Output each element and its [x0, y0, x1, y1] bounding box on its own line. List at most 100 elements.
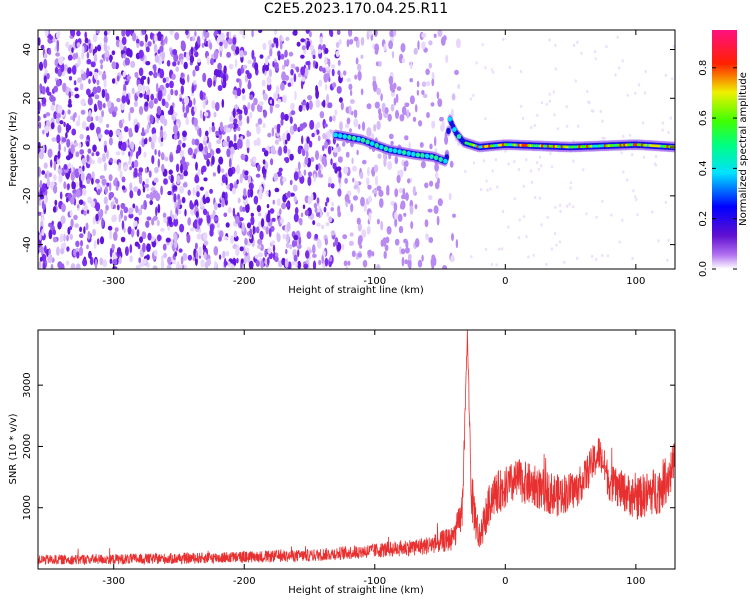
y-tick-label: 0 — [22, 144, 33, 150]
noise-cell — [303, 169, 307, 176]
noise-cell — [371, 251, 375, 257]
noise-cell — [60, 215, 66, 225]
noise-cell — [576, 124, 580, 128]
noise-cell — [72, 113, 76, 122]
noise-cell — [345, 265, 349, 269]
noise-cell — [228, 63, 234, 70]
noise-cell — [253, 195, 259, 205]
noise-cell — [196, 58, 202, 63]
noise-cell — [290, 63, 296, 69]
noise-cell — [367, 195, 372, 203]
noise-cell — [436, 215, 440, 226]
noise-cell — [192, 69, 196, 77]
noise-cell — [256, 125, 261, 135]
noise-cell — [436, 91, 440, 100]
signal-blob — [392, 148, 398, 154]
noise-cell — [108, 192, 112, 201]
noise-cell — [137, 208, 143, 216]
noise-cell — [502, 37, 505, 42]
noise-cell — [129, 244, 133, 254]
noise-cell — [235, 246, 240, 256]
noise-cell — [121, 30, 126, 37]
noise-cell — [77, 114, 81, 122]
noise-cell — [43, 194, 47, 205]
noise-cell — [233, 118, 238, 124]
noise-cell — [275, 85, 280, 95]
noise-cell — [517, 167, 521, 172]
noise-cell — [664, 200, 667, 204]
noise-cell — [246, 247, 250, 254]
x-tick-label: -200 — [233, 276, 256, 287]
noise-cell — [118, 213, 121, 223]
noise-cell — [44, 245, 47, 254]
noise-cell — [83, 226, 86, 235]
noise-cell — [568, 202, 571, 206]
noise-cell — [145, 85, 150, 91]
noise-cell — [234, 182, 238, 189]
noise-cell — [67, 183, 70, 190]
noise-cell — [386, 190, 390, 196]
noise-cell — [417, 259, 423, 268]
noise-cell — [182, 130, 187, 138]
noise-cell — [429, 143, 433, 150]
noise-cell — [75, 120, 81, 127]
noise-cell — [304, 67, 309, 77]
noise-cell — [96, 85, 102, 93]
noise-cell — [217, 203, 222, 208]
noise-cell — [238, 217, 244, 222]
noise-cell — [428, 237, 434, 243]
noise-cell — [301, 45, 306, 51]
noise-cell — [219, 230, 224, 238]
x-tick-label: -100 — [363, 576, 386, 587]
colorbar-tick-label: 0.6 — [698, 110, 709, 126]
noise-cell — [382, 152, 387, 160]
noise-cell — [420, 160, 426, 169]
noise-cell — [172, 61, 177, 67]
noise-cell — [46, 73, 50, 80]
noise-cell — [601, 199, 604, 203]
noise-cell — [591, 254, 594, 258]
noise-cell — [622, 134, 625, 138]
noise-cell — [494, 158, 498, 162]
noise-cell — [594, 57, 597, 61]
noise-cell — [69, 209, 73, 217]
noise-cell — [518, 218, 521, 222]
noise-cell — [322, 67, 327, 74]
noise-cell — [231, 187, 237, 195]
noise-cell — [628, 133, 632, 137]
noise-cell — [98, 100, 103, 111]
noise-cell — [38, 166, 41, 177]
noise-cell — [308, 30, 312, 38]
noise-cell — [191, 85, 195, 94]
noise-cell — [601, 119, 604, 123]
noise-cell — [661, 121, 664, 125]
noise-cell — [95, 115, 99, 122]
noise-cell — [304, 156, 309, 165]
noise-cell — [83, 210, 87, 216]
noise-cell — [437, 198, 443, 207]
noise-cell — [75, 263, 81, 269]
noise-cell — [111, 243, 115, 250]
noise-cell — [308, 249, 312, 254]
noise-cell — [210, 149, 215, 156]
noise-cell — [63, 121, 66, 128]
noise-cell — [507, 225, 510, 229]
signal-blob — [429, 154, 434, 160]
noise-cell — [642, 155, 646, 159]
noise-cell — [87, 97, 93, 106]
noise-cell — [249, 228, 253, 238]
noise-cell — [274, 125, 277, 130]
noise-cell — [344, 194, 350, 203]
noise-cell — [138, 167, 144, 174]
noise-cell — [279, 208, 282, 216]
noise-cell — [271, 127, 275, 137]
noise-cell — [78, 199, 84, 205]
noise-cell — [273, 172, 279, 182]
noise-cell — [155, 82, 159, 93]
noise-cell — [61, 203, 66, 213]
noise-cell — [293, 171, 299, 181]
noise-cell — [229, 146, 235, 155]
noise-cell — [221, 98, 225, 108]
noise-cell — [383, 43, 387, 52]
noise-cell — [657, 239, 660, 243]
